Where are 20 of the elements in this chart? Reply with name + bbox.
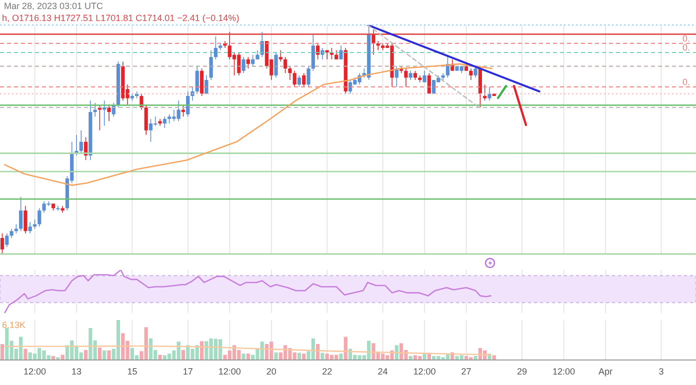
x-tick-label: 24: [378, 366, 388, 376]
x-tick-label: 22: [322, 366, 332, 376]
x-tick-label: 3: [658, 366, 664, 376]
x-tick-label: 12:00: [24, 366, 46, 376]
x-tick-label: 12:00: [218, 366, 241, 376]
chart-subtitle: h, O1716.13 H1727.51 L1701.81 C1714.01 −2.41 (−0.14%): [2, 13, 240, 23]
chart-title: Mar 28, 2023 03:01 UTC: [4, 1, 104, 11]
annotation: 0.: [682, 42, 690, 53]
x-tick-label: 17: [182, 366, 193, 376]
x-tick-label: 27: [461, 366, 472, 376]
x-tick-label: 29: [516, 366, 528, 376]
x-tick-label: 15: [127, 366, 138, 376]
x-tick-label: 12:00: [413, 366, 436, 376]
annotation: 0.: [682, 77, 690, 88]
annotation: 0.: [682, 34, 690, 44]
x-tick-label: 20: [266, 366, 276, 376]
x-tick-label: 12:00: [552, 366, 576, 376]
annotation: 6.13K: [2, 320, 26, 330]
x-tick-label: 13: [72, 366, 82, 376]
x-tick-label: Apr: [598, 366, 613, 376]
